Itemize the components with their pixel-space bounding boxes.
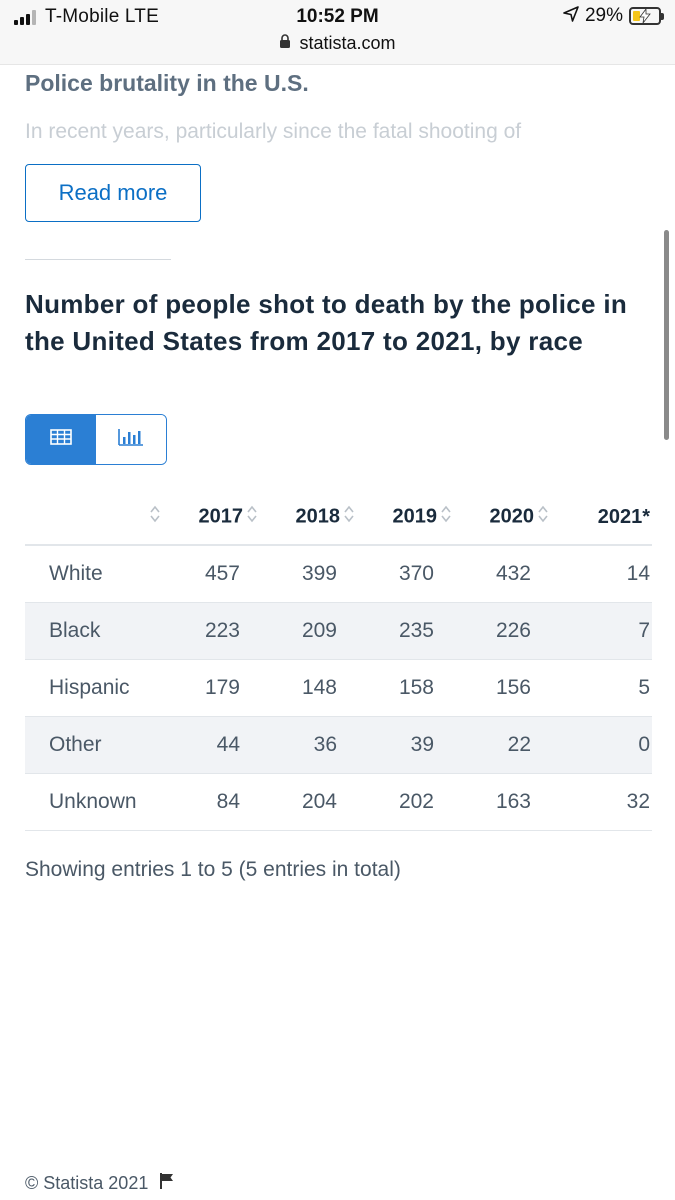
table-cell: 84 (167, 773, 264, 831)
table-cell: 202 (361, 773, 458, 831)
column-header-2020[interactable]: 2020 (458, 490, 555, 546)
table-cell: 22 (458, 716, 555, 774)
sort-icon (440, 504, 452, 530)
sort-icon (343, 504, 355, 530)
address-bar[interactable]: statista.com (0, 33, 675, 54)
table-row: Hispanic 179 148 158 156 5 (25, 659, 652, 717)
table-cell: 39 (361, 716, 458, 774)
table-row: Other 44 36 39 22 0 (25, 716, 652, 774)
table-row: Black 223 209 235 226 7 (25, 602, 652, 660)
table-cell: 235 (361, 602, 458, 660)
sort-icon (149, 504, 161, 530)
table-cell: 163 (458, 773, 555, 831)
article-teaser: In recent years, particularly since the … (25, 120, 522, 143)
clock: 10:52 PM (296, 6, 379, 27)
sort-icon (246, 504, 258, 530)
table-icon (50, 429, 72, 450)
column-header-2021[interactable]: 2021* (555, 490, 652, 546)
lock-icon (279, 33, 291, 54)
table-cell: 7 (555, 602, 652, 660)
table-cell: 32 (555, 773, 652, 831)
column-header-label[interactable] (25, 490, 167, 546)
status-indicators: 29% (563, 5, 664, 28)
table-cell: 158 (361, 659, 458, 717)
flag-icon[interactable] (158, 1172, 176, 1195)
column-header-2018[interactable]: 2018 (264, 490, 361, 546)
url-text: statista.com (299, 33, 396, 53)
battery-percentage: 29% (584, 5, 623, 26)
row-label: Hispanic (25, 659, 167, 717)
row-label: White (25, 545, 167, 603)
section-heading: Police brutality in the U.S. (25, 70, 309, 96)
table-cell: 223 (167, 602, 264, 660)
carrier-info: T-Mobile LTE (14, 6, 159, 28)
table-cell: 399 (264, 545, 361, 603)
copyright-text: © Statista 2021 (25, 1173, 149, 1193)
table-cell: 148 (264, 659, 361, 717)
table-cell: 370 (361, 545, 458, 603)
charging-bolt-icon (638, 7, 652, 28)
table-cell: 5 (555, 659, 652, 717)
table-cell: 204 (264, 773, 361, 831)
table-row: Unknown 84 204 202 163 32 (25, 773, 652, 831)
table-cell: 179 (167, 659, 264, 717)
table-cell: 44 (167, 716, 264, 774)
status-bar: T-Mobile LTE 10:52 PM statista.com 29% (0, 0, 675, 65)
row-label: Unknown (25, 773, 167, 831)
scrollbar[interactable] (664, 230, 669, 440)
table-cell: 457 (167, 545, 264, 603)
table-cell: 14 (555, 545, 652, 603)
battery-fill (633, 11, 640, 21)
location-arrow-icon (563, 5, 579, 27)
sort-icon (537, 504, 549, 530)
table-cell: 156 (458, 659, 555, 717)
chart-view-button[interactable] (96, 415, 166, 464)
row-label: Black (25, 602, 167, 660)
read-more-button[interactable]: Read more (25, 164, 201, 222)
data-table: 2017 2018 2019 2020 2021* White 457 399 370… (25, 490, 652, 831)
table-header-row: 2017 2018 2019 2020 2021* (25, 490, 652, 546)
row-label: Other (25, 716, 167, 774)
table-row: White 457 399 370 432 14 (25, 545, 652, 603)
table-cell: 209 (264, 602, 361, 660)
view-toggle (25, 414, 167, 465)
signal-strength-icon (14, 9, 36, 25)
column-header-2019[interactable]: 2019 (361, 490, 458, 546)
table-view-button[interactable] (26, 415, 96, 464)
table-cell: 36 (264, 716, 361, 774)
table-cell: 0 (555, 716, 652, 774)
chart-title: Number of people shot to death by the po… (25, 289, 628, 356)
bar-chart-icon (118, 428, 144, 451)
table-cell: 432 (458, 545, 555, 603)
column-header-2017[interactable]: 2017 (167, 490, 264, 546)
entries-info: Showing entries 1 to 5 (5 entries in tot… (25, 858, 401, 881)
carrier-label: T-Mobile LTE (45, 6, 159, 27)
battery-icon (629, 7, 664, 28)
section-divider (25, 259, 171, 260)
table-cell: 226 (458, 602, 555, 660)
footer: © Statista 2021 (25, 1172, 176, 1195)
